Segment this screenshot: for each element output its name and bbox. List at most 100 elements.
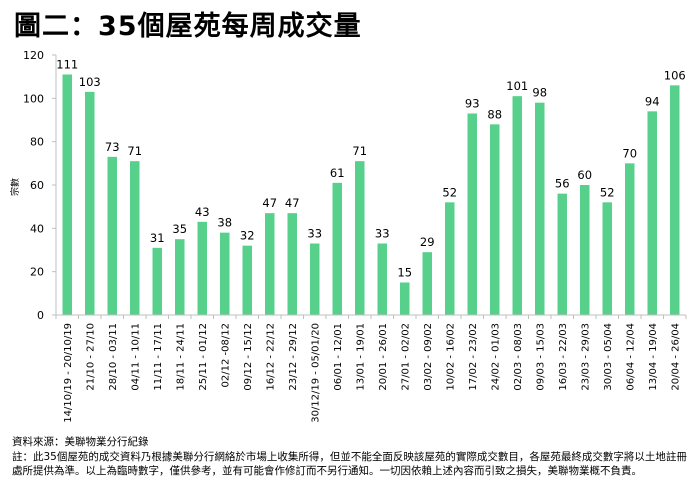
- data-label: 32: [240, 229, 255, 243]
- x-tick-label: 16/03 - 22/03: [558, 323, 569, 391]
- data-label: 52: [600, 185, 615, 199]
- x-tick-label: 06/04 - 12/04: [625, 323, 636, 391]
- x-tick-label: 13/04 - 19/04: [648, 323, 659, 391]
- x-tick-label: 17/02 - 23/02: [468, 323, 479, 391]
- data-label: 52: [442, 185, 457, 199]
- data-label: 61: [330, 166, 345, 180]
- x-tick-label: 11/11 - 17/11: [153, 323, 164, 391]
- data-label: 70: [622, 146, 637, 160]
- bar: [467, 113, 477, 315]
- data-label: 71: [352, 144, 367, 158]
- bar: [107, 156, 117, 315]
- bar: [670, 85, 680, 315]
- x-tick-label: 10/02 - 16/02: [445, 323, 456, 391]
- data-label: 47: [262, 196, 277, 210]
- y-tick-label: 120: [23, 49, 44, 62]
- bar: [287, 213, 297, 315]
- bar: [400, 282, 410, 315]
- data-label: 71: [127, 144, 142, 158]
- x-tick-label: 13/01 - 19/01: [355, 323, 366, 391]
- x-tick-label: 09/12 - 15/12: [243, 323, 254, 391]
- bar: [490, 124, 500, 315]
- data-label: 38: [217, 216, 232, 230]
- chart-title: 圖二：35個屋苑每周成交量: [14, 11, 362, 42]
- y-tick-label: 80: [30, 136, 44, 149]
- data-label: 33: [307, 227, 322, 241]
- bar: [62, 74, 72, 315]
- y-tick-label: 0: [37, 309, 44, 322]
- data-label: 94: [645, 94, 660, 108]
- bar: [512, 96, 522, 315]
- y-tick-label: 100: [23, 92, 44, 105]
- y-axis-label: 宗數: [9, 178, 21, 196]
- disclaimer-note: 註：此35個屋苑的成交資料乃根據美聯分行網絡於市場上收集所得，但並不能全面反映該…: [12, 450, 687, 478]
- x-tick-label: 23/12 - 29/12: [288, 323, 299, 391]
- y-axis: 0 20 40 60 80 100 120: [23, 49, 57, 322]
- data-label: 73: [105, 140, 120, 154]
- x-tick-label: 03/02 - 09/02: [423, 323, 434, 391]
- bar: [265, 213, 275, 315]
- data-label: 29: [420, 235, 435, 249]
- bar: [422, 252, 432, 315]
- data-label: 88: [487, 107, 502, 121]
- footer: 資料來源：美聯物業分行紀錄 註：此35個屋苑的成交資料乃根據美聯分行網絡於市場上…: [12, 435, 696, 479]
- data-label: 106: [664, 68, 686, 82]
- bar: [332, 182, 342, 315]
- data-label: 31: [150, 231, 165, 245]
- data-label: 101: [506, 79, 528, 93]
- data-label: 111: [56, 58, 78, 72]
- bar: [310, 243, 320, 315]
- bar: [377, 243, 387, 315]
- x-tick-label: 28/10 - 03/11: [108, 323, 119, 391]
- x-tick-label: 24/02 - 01/03: [490, 323, 501, 391]
- bar: [242, 245, 252, 315]
- x-tick-label: 27/01 - 02/02: [400, 323, 411, 391]
- x-tick-label: 04/11 - 10/11: [130, 323, 141, 391]
- x-tick-label: 02/12 -08/12: [220, 323, 231, 387]
- bar: [580, 185, 590, 315]
- y-tick-label: 40: [30, 222, 44, 235]
- bar: [197, 221, 207, 315]
- bar: [445, 202, 455, 315]
- bar: [175, 239, 185, 315]
- bar: [625, 163, 635, 315]
- x-tick-label: 30/03 - 05/04: [603, 323, 614, 391]
- x-tick-label: 16/12 - 22/12: [265, 323, 276, 391]
- data-label: 47: [285, 196, 300, 210]
- data-label: 103: [79, 75, 101, 89]
- x-tick-label: 14/10/19 - 20/10/19: [63, 323, 74, 423]
- x-axis: 14/10/19 - 20/10/19 21/10 - 27/10 28/10 - …: [55, 314, 687, 423]
- bar: [85, 91, 95, 315]
- data-label: 15: [397, 266, 412, 280]
- x-tick-label: 02/03 - 08/03: [513, 323, 524, 391]
- x-tick-label: 30/12/19 - 05/01/20: [310, 323, 321, 423]
- x-tick-label: 06/01 - 12/01: [333, 323, 344, 391]
- source-note: 資料來源：美聯物業分行紀錄: [12, 436, 149, 448]
- bar: [355, 161, 365, 315]
- x-tick-label: 20/01 - 26/01: [378, 323, 389, 391]
- bar: [130, 161, 140, 315]
- bar: [152, 247, 162, 315]
- x-tick-label: 25/11 - 01/12: [198, 323, 209, 391]
- bar: [535, 102, 545, 315]
- data-label: 35: [172, 222, 187, 236]
- data-label: 56: [555, 177, 570, 191]
- x-tick-label: 21/10 - 27/10: [85, 323, 96, 391]
- data-label: 98: [532, 86, 547, 100]
- y-tick-label: 60: [30, 179, 44, 192]
- x-tick-label: 09/03 - 15/03: [535, 323, 546, 391]
- y-tick-label: 20: [30, 266, 44, 279]
- x-tick-label: 20/04 - 26/04: [670, 323, 681, 391]
- data-label: 60: [577, 168, 592, 182]
- bar: [220, 232, 230, 315]
- x-tick-label: 18/11 - 24/11: [175, 323, 186, 391]
- x-tick-label: 23/03 - 29/03: [580, 323, 591, 391]
- data-label: 93: [465, 97, 480, 111]
- bar: [602, 202, 612, 315]
- bar: [647, 111, 657, 315]
- data-label: 43: [195, 205, 210, 219]
- data-label: 33: [375, 227, 390, 241]
- bar: [557, 193, 567, 315]
